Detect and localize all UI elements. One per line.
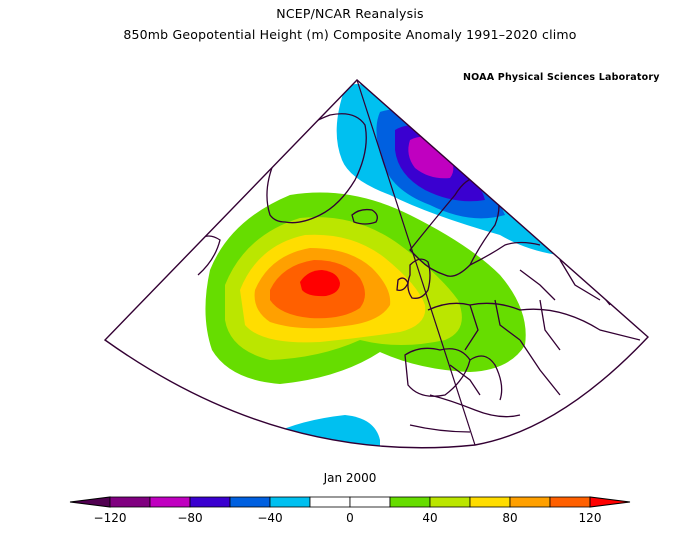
colorbar-swatch bbox=[389, 496, 431, 508]
chart-subtitle: 850mb Geopotential Height (m) Composite … bbox=[123, 27, 577, 42]
colorbar-swatch bbox=[309, 496, 351, 508]
meridian-line bbox=[356, 79, 476, 446]
colorbar-tick-label: 80 bbox=[502, 511, 518, 525]
colorbar-over-triangle bbox=[589, 496, 631, 508]
colorbar-tick-label: −80 bbox=[177, 511, 203, 525]
credit-label: NOAA Physical Sciences Laboratory bbox=[463, 72, 660, 83]
colorbar-swatch bbox=[349, 496, 391, 508]
colorbar-under-triangle bbox=[69, 496, 111, 508]
colorbar-tick-label: 0 bbox=[346, 511, 354, 525]
colorbar-tick-label: 40 bbox=[422, 511, 438, 525]
colorbar-swatch bbox=[429, 496, 471, 508]
date-label: Jan 2000 bbox=[323, 471, 377, 485]
anomaly-pos-max bbox=[300, 270, 340, 297]
colorbar-swatch bbox=[509, 496, 551, 508]
map-frame bbox=[103, 79, 650, 449]
colorbar-tick-label: 120 bbox=[578, 511, 602, 525]
colorbar-swatch bbox=[109, 496, 151, 508]
colorbar-tick-label: −40 bbox=[257, 511, 283, 525]
colorbar-swatch bbox=[189, 496, 231, 508]
colorbar-tick-label: −120 bbox=[93, 511, 127, 525]
colorbar-swatch bbox=[469, 496, 511, 508]
colorbar-swatch bbox=[549, 496, 591, 508]
colorbar-swatch bbox=[269, 496, 311, 508]
colorbar-swatch bbox=[229, 496, 271, 508]
colorbar-swatch bbox=[149, 496, 191, 508]
chart-title: NCEP/NCAR Reanalysis bbox=[276, 6, 424, 21]
